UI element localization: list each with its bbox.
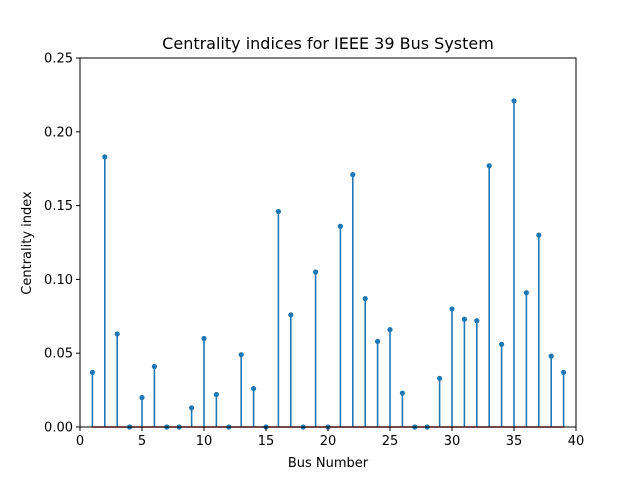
- stem-marker: [288, 312, 294, 318]
- stem-marker: [548, 353, 554, 359]
- x-axis-label: Bus Number: [288, 456, 369, 471]
- stem-marker: [437, 375, 443, 381]
- stem-marker: [114, 331, 120, 337]
- stem-marker: [313, 269, 319, 275]
- x-tick-label: 0: [76, 434, 84, 449]
- stem-marker: [511, 98, 517, 104]
- y-tick-label: 0.00: [44, 421, 73, 436]
- stem-marker: [461, 316, 467, 322]
- x-axis: 0 5 10 15 20 25 30 35 40: [76, 427, 584, 449]
- stem-marker: [399, 390, 405, 396]
- stem-marker: [449, 306, 455, 312]
- stem-marker: [362, 295, 368, 302]
- x-tick-label: 35: [506, 434, 523, 449]
- x-tick-label: 40: [568, 434, 585, 449]
- x-tick-label: 15: [258, 434, 275, 449]
- stem-marker: [151, 363, 157, 370]
- x-tick-label: 10: [196, 434, 213, 449]
- stem-marker: [238, 352, 244, 358]
- y-axis: 0.00 0.05 0.10 0.15 0.20 0.25: [44, 52, 80, 436]
- y-tick-label: 0.15: [44, 199, 73, 214]
- x-tick-label: 5: [138, 434, 146, 449]
- stem-marker: [139, 394, 145, 401]
- stem-marker: [201, 335, 207, 342]
- y-tick-label: 0.10: [44, 273, 73, 288]
- x-tick-label: 20: [320, 434, 337, 449]
- x-tick-label: 30: [444, 434, 461, 449]
- stem-marker: [350, 172, 356, 178]
- chart-title: Centrality indices for IEEE 39 Bus Syste…: [162, 34, 494, 53]
- stem-marker: [102, 154, 108, 160]
- stem-marker: [499, 341, 505, 347]
- plot-area: [89, 98, 567, 430]
- stem-marker: [387, 326, 393, 333]
- stem-marker: [337, 223, 343, 229]
- stem-marker: [189, 405, 195, 411]
- stem-marker: [213, 391, 219, 398]
- stem-marker: [486, 163, 492, 169]
- stem-marker: [89, 369, 95, 375]
- stem-marker: [561, 369, 567, 375]
- y-axis-label: Centrality index: [20, 191, 35, 295]
- stem-marker: [474, 318, 480, 324]
- y-tick-label: 0.25: [44, 52, 73, 67]
- x-tick-label: 25: [382, 434, 399, 449]
- stem-marker: [523, 290, 530, 296]
- y-tick-label: 0.05: [44, 347, 73, 362]
- stem-marker: [536, 232, 542, 238]
- stem-marker: [251, 386, 257, 392]
- stem-marker: [375, 338, 381, 344]
- stem-marker: [275, 208, 281, 215]
- y-tick-label: 0.20: [44, 125, 73, 140]
